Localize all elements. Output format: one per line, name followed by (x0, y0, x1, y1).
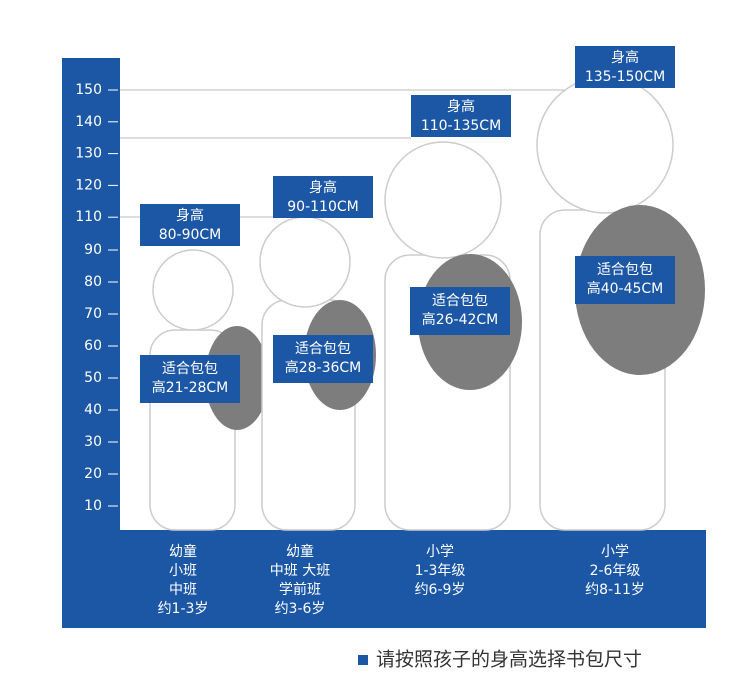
stage-panel (62, 530, 706, 628)
tick-label: 20 (84, 466, 102, 482)
bag-label: 高28-36CM (285, 359, 362, 376)
tick-label: 150 (75, 82, 102, 98)
height-box (575, 46, 675, 88)
stage-label: 小学 (426, 544, 454, 560)
bag-label: 适合包包 (295, 341, 351, 357)
stage-label: 中班 大班 (270, 563, 330, 579)
caption: 请按照孩子的身高选择书包尺寸 (376, 649, 642, 671)
stage-label: 约6-9岁 (415, 582, 466, 598)
head (384, 141, 502, 259)
caption-marker (358, 655, 368, 665)
height-label: 135-150CM (585, 69, 665, 85)
tick-label: 70 (84, 306, 102, 322)
height-label: 身高 (447, 98, 475, 115)
tick-label: 30 (84, 434, 102, 450)
tick-label: 140 (75, 114, 102, 130)
stage-label: 2-6年级 (590, 563, 641, 579)
tick-label: 80 (84, 274, 102, 290)
bag-label: 适合包包 (597, 262, 653, 278)
head (152, 249, 234, 331)
tick-label: 90 (84, 242, 102, 258)
bag-box (575, 256, 675, 304)
stage-label: 幼童 (286, 543, 314, 560)
stage-label: 约3-6岁 (275, 601, 326, 617)
tick-label: 130 (75, 146, 102, 162)
height-label: 身高 (611, 49, 639, 66)
height-label: 80-90CM (159, 227, 222, 243)
height-label: 90-110CM (287, 199, 358, 215)
tick-label: 50 (84, 370, 102, 386)
bag-box (273, 335, 373, 383)
bag-box (140, 355, 240, 403)
height-box (273, 176, 373, 218)
head (536, 76, 674, 214)
bag-label: 适合包包 (432, 293, 488, 309)
tick-label: 10 (84, 498, 102, 514)
tick-label: 110 (75, 209, 102, 225)
stage-label: 小班 (169, 563, 197, 579)
head (259, 216, 351, 308)
bag-label: 高21-28CM (152, 379, 229, 396)
stage-label: 学前班 (279, 581, 321, 598)
bag-label: 高40-45CM (587, 280, 664, 297)
height-label: 110-135CM (421, 118, 501, 134)
tick-label: 40 (84, 402, 102, 418)
tick-label: 60 (84, 338, 102, 354)
height-box (140, 204, 240, 246)
height-label: 身高 (309, 179, 337, 196)
stage-label: 中班 (169, 582, 197, 598)
height-label: 身高 (176, 207, 204, 224)
stage-label: 约1-3岁 (158, 601, 209, 617)
stage-label: 小学 (601, 544, 629, 560)
bag-label: 适合包包 (162, 361, 218, 377)
stage-label: 幼童 (169, 543, 197, 560)
bag-box (410, 287, 510, 335)
height-box (411, 95, 511, 137)
tick-label: 120 (75, 177, 102, 193)
stage-label: 约8-11岁 (585, 582, 645, 598)
stage-label: 1-3年级 (415, 563, 466, 579)
bag-label: 高26-42CM (422, 311, 499, 328)
